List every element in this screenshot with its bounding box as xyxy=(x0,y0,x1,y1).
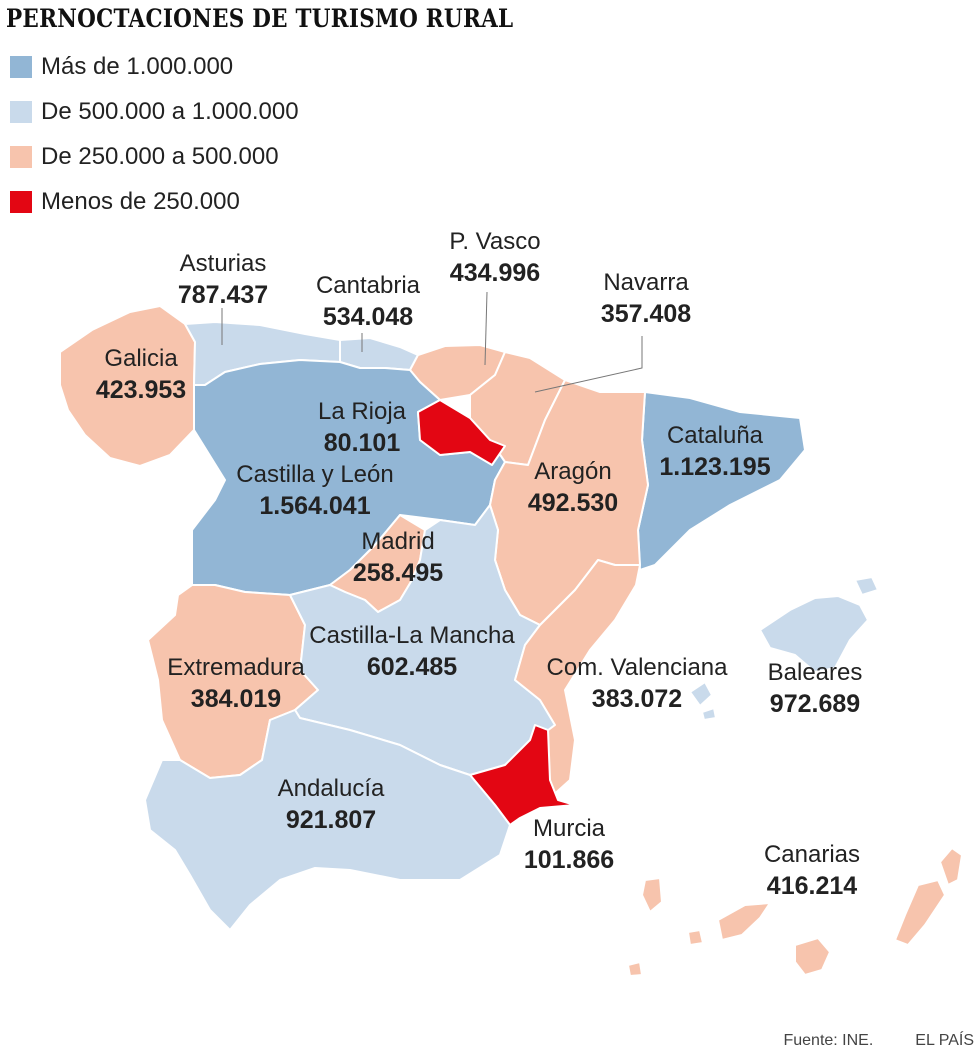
legend-label: Menos de 250.000 xyxy=(41,188,240,215)
label-castilla-y-leon: Castilla y León 1.564.041 xyxy=(236,460,393,522)
region-canarias-el-hierro xyxy=(627,961,643,977)
region-canarias-lanzarote xyxy=(939,847,963,886)
region-canarias-gran-canaria xyxy=(794,937,831,976)
label-aragon: Aragón 492.530 xyxy=(528,457,618,519)
region-value: 787.437 xyxy=(177,281,269,309)
leader-line-navarra xyxy=(534,336,643,393)
label-galicia: Galicia 423.953 xyxy=(96,344,186,406)
region-canarias-tenerife xyxy=(717,902,771,941)
region-value: 423.953 xyxy=(95,376,187,404)
region-name: Cataluña xyxy=(666,422,764,449)
region-name: La Rioja xyxy=(317,398,407,425)
region-name: Navarra xyxy=(603,269,689,296)
region-value: 492.530 xyxy=(527,489,619,517)
legend-label: De 500.000 a 1.000.000 xyxy=(41,98,299,125)
region-name: Castilla y León xyxy=(236,461,394,488)
region-value: 434.996 xyxy=(449,259,541,287)
region-value: 602.485 xyxy=(366,653,458,681)
region-value: 1.564.041 xyxy=(259,492,371,520)
region-name: Murcia xyxy=(532,815,605,842)
source-note: Fuente: INE. xyxy=(783,1032,874,1049)
region-value: 357.408 xyxy=(600,300,692,328)
label-navarra: Navarra 357.408 xyxy=(601,268,691,330)
region-baleares-formentera xyxy=(701,707,717,721)
label-madrid: Madrid 258.495 xyxy=(353,527,443,589)
region-name: Cantabria xyxy=(315,272,421,299)
label-extremadura: Extremadura 384.019 xyxy=(167,653,304,715)
legend-label: Más de 1.000.000 xyxy=(41,53,234,80)
region-canarias-la-gomera xyxy=(687,929,704,946)
label-andalucia: Andalucía 921.807 xyxy=(278,774,385,836)
label-com-valenciana: Com. Valenciana 383.072 xyxy=(547,653,728,715)
region-name: Madrid xyxy=(361,528,435,555)
region-name: P. Vasco xyxy=(449,228,541,255)
label-baleares: Baleares 972.689 xyxy=(768,658,863,720)
legend-item-over-1m: Más de 1.000.000 xyxy=(10,52,233,82)
region-canarias-fuerteventura xyxy=(894,879,946,946)
region-baleares-ibiza xyxy=(689,681,713,707)
label-murcia: Murcia 101.866 xyxy=(524,814,614,876)
region-value: 416.214 xyxy=(766,872,858,900)
region-andalucia xyxy=(144,709,511,931)
region-name: Aragón xyxy=(534,458,612,485)
legend-item-under-250k: Menos de 250.000 xyxy=(10,187,240,217)
region-value: 101.866 xyxy=(523,846,615,874)
region-name: Asturias xyxy=(179,250,267,277)
leader-line-pais-vasco xyxy=(484,291,488,366)
region-value: 80.101 xyxy=(323,429,401,457)
label-asturias: Asturias 787.437 xyxy=(178,249,268,311)
region-baleares-mallorca xyxy=(759,595,869,673)
region-name: Galicia xyxy=(104,345,178,372)
map-title: PERNOCTACIONES DE TURISMO RURAL xyxy=(6,4,514,33)
legend-label: De 250.000 a 500.000 xyxy=(41,143,279,170)
label-la-rioja: La Rioja 80.101 xyxy=(318,397,406,459)
footer: Fuente: INE. EL PAÍS xyxy=(783,1032,974,1050)
legend-swatch xyxy=(10,146,32,168)
label-pais-vasco: P. Vasco 434.996 xyxy=(449,227,540,289)
region-name: Castilla-La Mancha xyxy=(309,622,515,649)
region-name: Andalucía xyxy=(277,775,385,802)
legend-swatch xyxy=(10,191,32,213)
region-name: Baleares xyxy=(767,659,863,686)
region-value: 383.072 xyxy=(591,685,683,713)
legend-swatch xyxy=(10,101,32,123)
legend-item-250k-500k: De 250.000 a 500.000 xyxy=(10,142,279,172)
region-name: Canarias xyxy=(763,841,861,868)
region-value: 258.495 xyxy=(352,559,444,587)
brand-credit: EL PAÍS xyxy=(915,1032,974,1049)
label-cataluna: Cataluña 1.123.195 xyxy=(659,421,770,483)
label-cantabria: Cantabria 534.048 xyxy=(316,271,420,333)
label-canarias: Canarias 416.214 xyxy=(764,840,860,902)
region-baleares-menorca xyxy=(854,576,879,596)
region-value: 972.689 xyxy=(769,690,861,718)
region-la-rioja xyxy=(417,399,506,466)
region-value: 921.807 xyxy=(285,806,377,834)
legend-swatch xyxy=(10,56,32,78)
region-name: Com. Valenciana xyxy=(546,654,728,681)
label-castilla-la-mancha: Castilla-La Mancha 602.485 xyxy=(309,621,514,683)
region-value: 384.019 xyxy=(190,685,282,713)
region-value: 1.123.195 xyxy=(659,453,771,481)
region-value: 534.048 xyxy=(322,303,414,331)
region-canarias-la-palma xyxy=(641,877,663,913)
region-name: Extremadura xyxy=(167,654,305,681)
legend-item-500k-1m: De 500.000 a 1.000.000 xyxy=(10,97,299,127)
